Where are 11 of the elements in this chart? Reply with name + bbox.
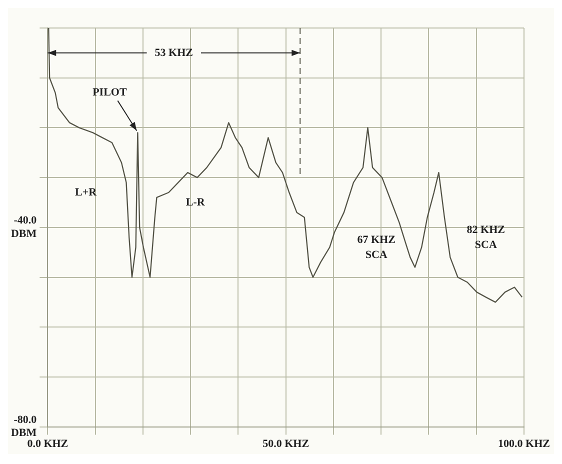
y-tick-label: -80.0 DBM [10,414,38,440]
annotation: L+R [74,186,98,198]
annotation: 67 KHZ SCA [357,234,396,262]
annotation: L-R [186,196,206,208]
x-tick-label: 50.0 KHZ [262,438,310,450]
annotation: 53 KHZ [154,46,193,59]
y-tick-label: -40.0 DBM [10,214,38,240]
x-tick-label: 0.0 KHZ [27,438,68,450]
annotation: PILOT [92,86,128,99]
annotation: 82 KHZ SCA [466,224,505,252]
x-tick-label: 100.0 KHZ [498,438,550,450]
